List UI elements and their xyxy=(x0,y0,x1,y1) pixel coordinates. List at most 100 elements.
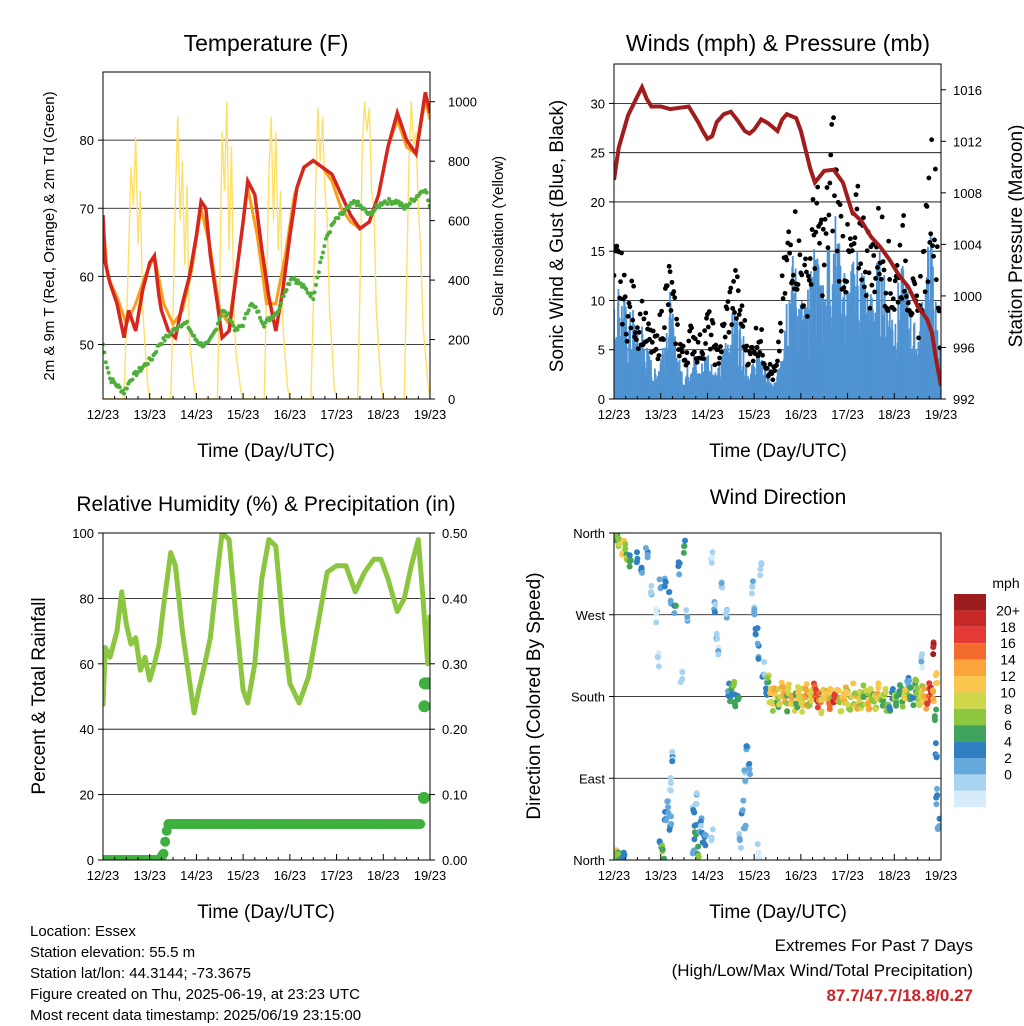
humidity-xtick-label: 12/23 xyxy=(87,868,120,883)
direction-point xyxy=(693,821,700,828)
gust-point xyxy=(831,115,836,121)
dewpoint-point xyxy=(134,373,139,378)
gust-point xyxy=(934,244,940,250)
dewpoint-point xyxy=(122,391,127,396)
direction-point xyxy=(662,578,669,585)
gust-point xyxy=(809,227,815,232)
dewpoint-point xyxy=(426,198,430,203)
dewpoint-point xyxy=(185,319,190,324)
direction-point xyxy=(875,684,882,691)
station-latlon: Station lat/lon: 44.3144; -73.3675 xyxy=(30,965,252,982)
gust-point xyxy=(697,332,703,338)
gust-point xyxy=(659,308,665,314)
dewpoint-point xyxy=(199,341,204,346)
dewpoint-point xyxy=(316,270,321,275)
temperature-ytick-label: 70 xyxy=(80,201,94,216)
dewpoint-point xyxy=(321,250,326,255)
direction-point xyxy=(771,691,778,698)
humidity-y2tick-label: 0.20 xyxy=(442,722,467,737)
gust-point xyxy=(806,277,812,283)
extremes-values: 87.7/47.7/18.8/0.27 xyxy=(826,986,973,1005)
direction-point xyxy=(736,830,743,837)
winds-ytick-label: 15 xyxy=(591,244,605,259)
direction-point xyxy=(933,754,940,761)
dewpoint-point xyxy=(215,321,220,326)
winds-panel: Winds (mph) & Pressure (mb) 0 5 10 15 20 25 30… xyxy=(547,30,1024,462)
direction-point xyxy=(919,664,926,671)
gust-point xyxy=(656,353,662,358)
gust-point xyxy=(902,288,907,294)
gust-point xyxy=(631,283,637,289)
gust-point xyxy=(924,204,930,209)
dewpoint-point xyxy=(214,327,219,332)
direction-point xyxy=(818,710,825,717)
direction-point xyxy=(784,708,791,715)
colorbar-unit: mph xyxy=(992,575,1019,591)
colorbar-label: 8 xyxy=(1004,701,1012,717)
dewpoint-point xyxy=(304,287,309,292)
direction-point xyxy=(665,804,672,811)
gust-point xyxy=(890,296,896,302)
temperature-y2tick-label: 800 xyxy=(448,154,470,169)
direction-point xyxy=(683,607,690,614)
temperature-xtick-label: 13/23 xyxy=(133,407,166,422)
gust-point xyxy=(668,308,674,313)
gust-point xyxy=(712,362,718,368)
winds-y2tick-label: 1016 xyxy=(953,83,982,98)
gust-point xyxy=(776,339,781,345)
direction-point xyxy=(626,552,633,559)
gust-point xyxy=(832,193,837,199)
direction-point xyxy=(736,835,743,842)
humidity-ticks: 0 20 40 60 80 100 0.00 0.10 0.20 0.30 0.40 0.50 12/2… xyxy=(72,526,467,883)
gust-point xyxy=(795,282,801,287)
gust-point xyxy=(664,283,670,289)
gust-point xyxy=(614,273,617,278)
gust-point xyxy=(814,200,820,206)
gust-point xyxy=(794,287,800,292)
direction-point xyxy=(684,613,691,620)
gust-point xyxy=(755,353,761,359)
dewpoint-point xyxy=(231,323,236,328)
direction-point xyxy=(666,589,673,596)
direction-point xyxy=(749,578,756,585)
gust-point xyxy=(725,299,731,305)
gust-point xyxy=(733,316,739,321)
gust-point xyxy=(708,332,714,338)
gust-point xyxy=(861,215,866,221)
direction-point xyxy=(711,609,718,616)
gust-point xyxy=(932,237,937,243)
direction-point xyxy=(693,800,700,807)
direction-point xyxy=(672,602,679,609)
gust-point xyxy=(617,295,623,301)
direction-xlabel: Time (Day/UTC) xyxy=(709,902,847,923)
direction-point xyxy=(826,706,833,713)
direction-point xyxy=(659,846,666,853)
gust-point xyxy=(777,320,783,326)
direction-point xyxy=(785,685,792,692)
winds-plot-area xyxy=(614,82,941,399)
dewpoint-point xyxy=(145,362,150,367)
direction-xtick-label: 14/23 xyxy=(691,868,724,883)
gust-point xyxy=(802,262,807,268)
gust-point xyxy=(730,305,736,311)
gust-point xyxy=(672,295,678,301)
dewpoint-point xyxy=(189,330,194,335)
direction-point xyxy=(748,590,755,597)
temperature-xtick-label: 18/23 xyxy=(367,407,400,422)
dewpoint-point xyxy=(328,230,333,235)
direction-point xyxy=(882,689,889,696)
direction-point xyxy=(661,855,668,860)
gust-point xyxy=(650,328,656,334)
station-location: Location: Essex xyxy=(30,923,136,940)
direction-point xyxy=(653,606,660,613)
direction-point xyxy=(740,825,747,832)
gust-point xyxy=(921,248,927,254)
gust-point xyxy=(855,183,861,189)
humidity-ytick-label: 0 xyxy=(87,853,94,868)
winds-ytick-label: 5 xyxy=(598,343,605,358)
humidity-y2tick-label: 0.10 xyxy=(442,788,467,803)
gust-point xyxy=(653,346,659,352)
direction-point xyxy=(913,690,920,697)
dewpoint-point xyxy=(323,236,328,241)
gust-point xyxy=(667,269,673,275)
